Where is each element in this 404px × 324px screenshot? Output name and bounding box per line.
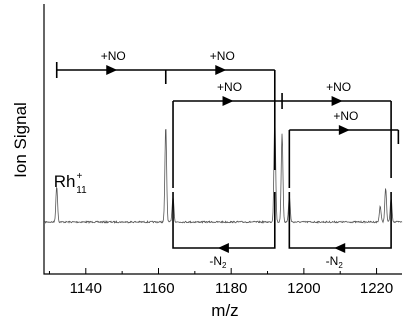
- species-base: Rh: [54, 172, 76, 191]
- add-label-0-0: +NO: [101, 49, 126, 63]
- spectrum-trace: [45, 122, 402, 223]
- loss-label-base: -N: [326, 254, 339, 268]
- add-arrow-1-1: [332, 96, 343, 106]
- add-arrow-0-0: [106, 65, 117, 75]
- loss-link-1: -N2: [289, 192, 391, 270]
- x-axis-label: m/z: [211, 301, 238, 320]
- loss-label-base: -N: [209, 254, 222, 268]
- loss-label-0: -N2: [209, 254, 227, 270]
- loss-link-0-line: [173, 192, 275, 248]
- loss-link-0: -N2: [173, 192, 275, 270]
- loss-label-sub: 2: [222, 261, 227, 270]
- x-tick-label-1200: 1200: [287, 280, 320, 297]
- add-label-0-1: +NO: [210, 49, 235, 63]
- x-tick-label-1160: 1160: [142, 280, 174, 297]
- species-charge: +: [76, 171, 82, 182]
- loss-arrow-1: [334, 243, 345, 253]
- x-tick-label-1180: 1180: [215, 280, 247, 297]
- species-label: Rh+11: [54, 171, 87, 196]
- add-chain-0: +NO +NO: [57, 49, 275, 170]
- loss-arrow-0: [218, 243, 229, 253]
- axis-frame: [44, 4, 402, 274]
- plot-area: Rh+11+NO+NO+NO+NO+NO-N2-N2: [45, 49, 402, 270]
- add-chain-2: +NO: [289, 109, 398, 188]
- x-tick-label-1220: 1220: [360, 280, 393, 297]
- species-count: 11: [76, 185, 87, 196]
- add-arrow-0-1: [215, 65, 226, 75]
- add-arrow-1-0: [223, 96, 234, 106]
- add-arrow-2-0: [339, 125, 350, 135]
- loss-label-sub: 2: [338, 261, 343, 270]
- add-label-2-0: +NO: [333, 109, 358, 123]
- x-tick-label-1140: 1140: [70, 280, 102, 297]
- axes: 1140 1160 1180 1200 1220: [44, 4, 402, 297]
- loss-link-1-line: [289, 192, 391, 248]
- add-label-1-0: +NO: [217, 80, 242, 94]
- add-label-1-1: +NO: [326, 80, 351, 94]
- loss-label-1: -N2: [326, 254, 344, 270]
- y-axis-label: Ion Signal: [11, 102, 30, 178]
